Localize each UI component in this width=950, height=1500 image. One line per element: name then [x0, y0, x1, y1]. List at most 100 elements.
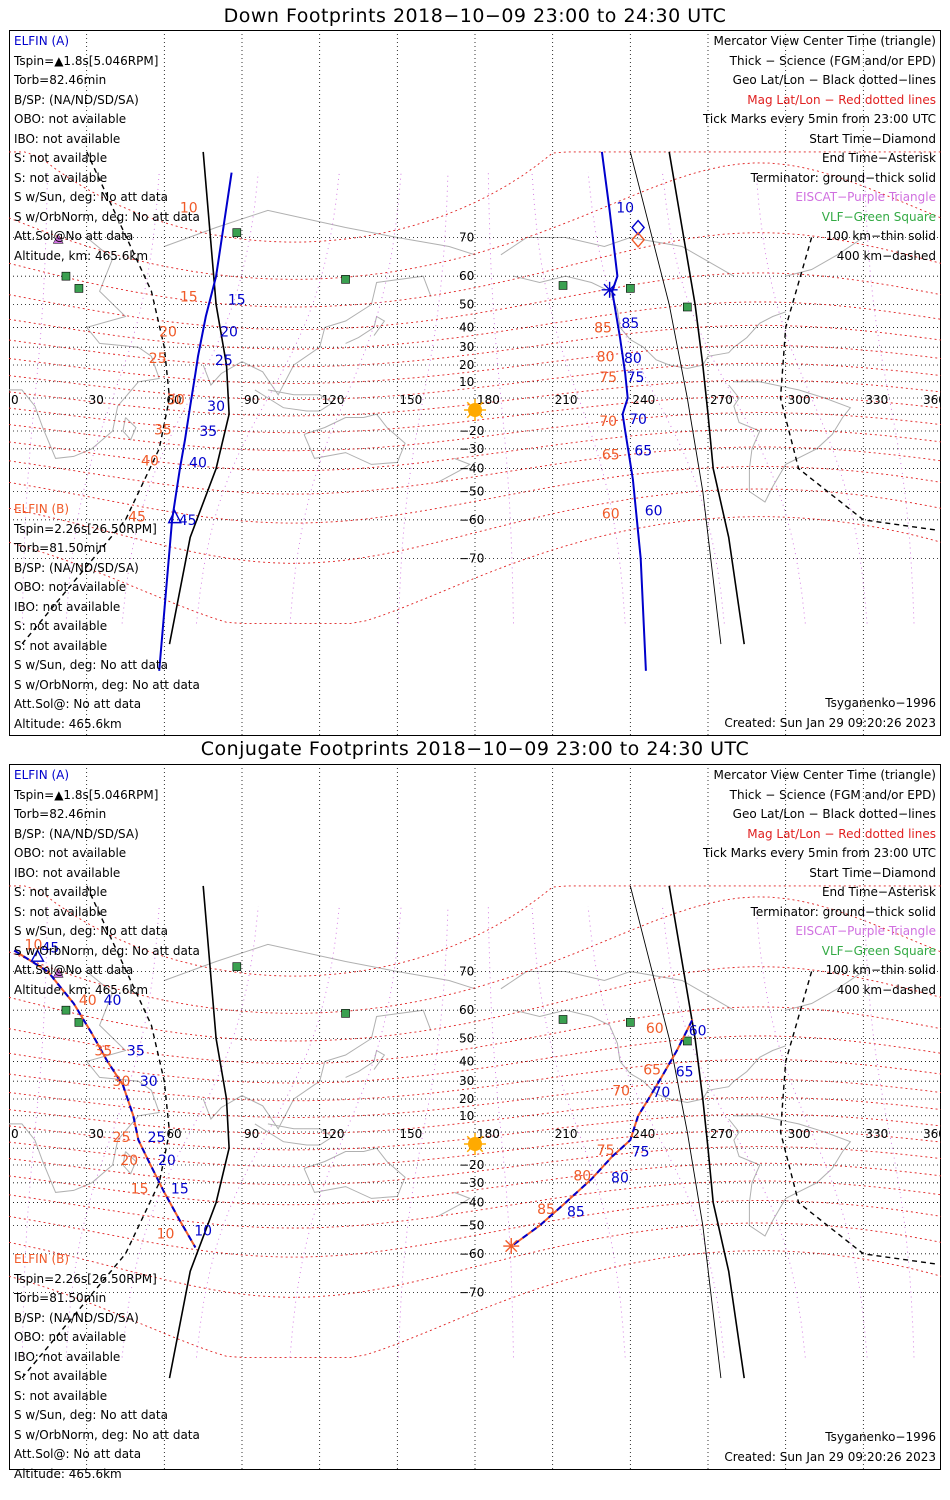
mag-lat-line — [9, 896, 941, 1014]
terminator-400km — [779, 971, 936, 1265]
track-a-tick-label: 65 — [634, 444, 652, 460]
sat-b-detail-line: S: not available — [14, 638, 108, 653]
center-time-triangle — [167, 509, 182, 524]
terminator-400km — [779, 237, 936, 531]
sat-a-detail-line: Att.Sol@No att data — [14, 229, 134, 243]
lon-tick-label: 150 — [399, 393, 422, 407]
mag-lon-line — [662, 906, 806, 1358]
sat-b-detail-line: IBO: not available — [14, 599, 121, 614]
lon-tick-label: 360 — [923, 1127, 941, 1141]
track-a-tick-label: 20 — [220, 325, 238, 341]
created-label: Created: Sun Jan 29 09:20:26 2023 — [724, 1450, 936, 1464]
lat-tick-label: 20 — [459, 1092, 474, 1106]
left-info: ELFIN (A) Tspin=▲1.8s[5.046RPM] Torb=82.4… — [14, 32, 200, 263]
lat-tick-label: 60 — [459, 269, 474, 283]
track-b-tick-label: 65 — [643, 1063, 661, 1079]
mag-lon-line — [587, 172, 725, 624]
lat-tick-label: −70 — [459, 552, 484, 566]
lon-tick-label: 180 — [477, 1127, 500, 1141]
sat-b-detail-line: Tspin=2.26s[26.50RPM] — [14, 521, 157, 536]
mag-lat-line — [9, 428, 941, 472]
legend-line: Terminator: ground−thick solid — [750, 904, 936, 919]
sat-a-details: Tspin=▲1.8s[5.046RPM] Torb=82.46min B/SP: … — [14, 786, 200, 997]
mag-lon-line — [196, 906, 340, 1358]
lon-tick-label: 360 — [923, 393, 941, 407]
sat-b-detail-line: Tspin=2.26s[26.50RPM] — [14, 1271, 157, 1286]
mag-lat-line — [9, 301, 941, 350]
track-a-tick-label: 75 — [627, 370, 645, 386]
sat-b-detail-line: Torb=81.50min — [14, 541, 107, 555]
lon-tick-label: 270 — [710, 1127, 733, 1141]
sat-b-detail-line: OBO: not available — [14, 580, 127, 594]
lon-tick-label: 60 — [166, 1127, 181, 1141]
track-a-segment — [600, 151, 647, 671]
coastline — [728, 381, 852, 503]
mag-lat-line — [9, 151, 941, 243]
eiscat-triangle — [52, 233, 64, 244]
track-b-tick-label: 60 — [602, 507, 620, 523]
lon-tick-label: 0 — [11, 393, 19, 407]
sat-b-label: ELFIN (B) — [14, 502, 70, 516]
vlf-square — [682, 302, 692, 312]
legend-line: VLF−Green Square — [821, 209, 936, 224]
sat-a-detail-line: S w/OrbNorm, deg: No att data — [14, 943, 200, 958]
lat-tick-label: 10 — [459, 375, 474, 389]
lat-tick-label: −20 — [459, 424, 484, 438]
mag-lat-line — [9, 379, 941, 417]
mag-lat-line — [9, 232, 941, 308]
sat-b-detail-line: S w/OrbNorm, deg: No att data — [14, 1427, 200, 1442]
coastline — [303, 413, 406, 465]
vlf-square — [61, 1005, 71, 1015]
sat-a-label: ELFIN (A) — [14, 768, 70, 782]
legend-line: 100 km−thin solid — [825, 229, 936, 243]
coastline — [438, 457, 471, 483]
lon-tick-label: 120 — [322, 393, 345, 407]
sat-b-label: ELFIN (B) — [14, 1252, 70, 1266]
down-footprints-panel: 0306090120150180210240270300330360706050… — [9, 30, 941, 736]
lon-tick-label: 330 — [865, 393, 888, 407]
lon-tick-label: 300 — [788, 1127, 811, 1141]
lat-tick-label: 40 — [459, 320, 474, 334]
track-b-tick-label: 85 — [594, 320, 612, 336]
track-a-tick-label: 35 — [127, 1043, 145, 1059]
sat-b-detail-line: S w/Sun, deg: No att data — [14, 1408, 168, 1422]
legend-line: Start Time−Diamond — [809, 865, 936, 880]
left-info-b: ELFIN (B) Tspin=2.26s[26.50RPM] Torb=81.5… — [14, 1250, 200, 1481]
vlf-square — [232, 962, 242, 971]
sat-a-detail-line: S: not available — [14, 170, 108, 185]
track-a-tick-label: 25 — [148, 1130, 166, 1146]
lon-tick-label: 0 — [11, 1127, 19, 1141]
sat-a-detail-line: B/SP: (NA/ND/SD/SA) — [14, 826, 139, 841]
mag-lon-line — [121, 172, 259, 624]
start-diamond — [631, 231, 646, 248]
sat-b-detail-line: IBO: not available — [14, 1349, 121, 1364]
track-b-tick-label: 80 — [597, 349, 615, 365]
sat-a-detail-line: S: not available — [14, 904, 108, 919]
track-a-tick-label: 80 — [624, 351, 642, 367]
mag-lat-line — [9, 966, 941, 1042]
vlf-square — [558, 281, 568, 290]
track-a-tick-label: 80 — [611, 1170, 629, 1186]
lat-tick-label: −30 — [459, 1176, 484, 1190]
lon-tick-label: 210 — [555, 393, 578, 407]
mag-lat-line — [9, 162, 941, 280]
track-a-tick-label: 70 — [629, 412, 647, 428]
track-b-tick-label: 40 — [79, 993, 97, 1009]
conjugate-footprints-panel: 0 30 60 90 120 150 180 210 240 270 300 330 360 70 60 50… — [9, 764, 941, 1481]
mag-lat-line — [9, 344, 941, 384]
lat-tick-label: 70 — [459, 964, 474, 978]
coastline — [164, 209, 476, 256]
track-a-tick-label: 45 — [179, 513, 197, 529]
lat-tick-label: 50 — [459, 298, 474, 312]
legend-line: VLF−Green Square — [821, 943, 936, 958]
sat-a-detail-line: S w/Sun, deg: No att data — [14, 190, 168, 204]
terminator-400km — [21, 885, 171, 1379]
footprint-map: 0 30 60 90 120 150 180 210 240 270 300 330 360 70 60 50… — [9, 764, 941, 1470]
lat-tick-label: −30 — [459, 442, 484, 456]
eiscat-triangle — [52, 967, 64, 978]
mag-lon-line — [121, 906, 259, 1358]
track-b-tick-label: 20 — [120, 1153, 138, 1169]
coastline — [513, 1009, 786, 1104]
track-b-tick-label: 70 — [599, 414, 617, 430]
track-a-tick-label: 10 — [194, 1224, 212, 1240]
